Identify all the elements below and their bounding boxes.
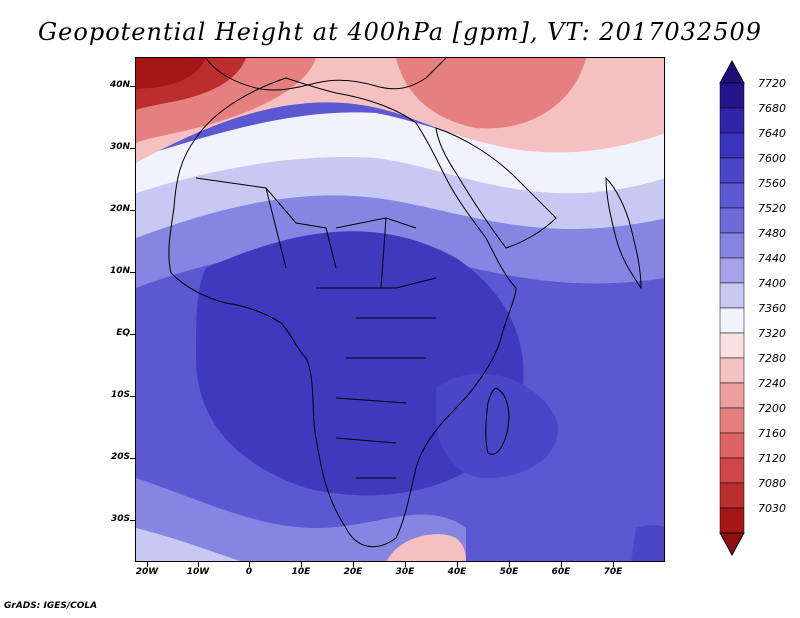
field-band-red-east [396, 58, 586, 129]
lat-tick [130, 334, 135, 335]
lat-tick [130, 210, 135, 211]
colorbar-label: 7440 [758, 251, 786, 265]
country-borders [195, 177, 437, 479]
colorbar-svg [719, 59, 745, 557]
colorbar-swatch [719, 182, 745, 209]
madagascar-coastline [485, 387, 510, 455]
lon-tick [353, 562, 354, 567]
lat-label: 40N [109, 80, 130, 90]
chart-title: Geopotential Height at 400hPa [gpm], VT:… [38, 18, 762, 46]
colorbar-bottom-triangle [719, 532, 745, 557]
lon-tick [509, 562, 510, 567]
lon-tick [561, 562, 562, 567]
lon-tick [147, 562, 148, 567]
colorbar-label: 7200 [758, 401, 786, 415]
colorbar-label: 7720 [758, 76, 786, 90]
colorbar-label: 7120 [758, 451, 786, 465]
lat-tick [130, 396, 135, 397]
colorbar-label: 7640 [758, 126, 786, 140]
lat-label: 10N [109, 266, 130, 276]
lon-label: 70E [603, 567, 623, 577]
colorbar-label: 7030 [758, 501, 786, 515]
colorbar-swatch [719, 82, 745, 109]
lon-tick [457, 562, 458, 567]
lon-tick [613, 562, 614, 567]
lat-label: 30S [110, 514, 130, 524]
lat-label: 20N [109, 204, 130, 214]
lon-label: 10E [291, 567, 311, 577]
arabia-coastline [435, 127, 557, 249]
colorbar-label: 7240 [758, 376, 786, 390]
colorbar-label: 7600 [758, 151, 786, 165]
lat-label: 20S [110, 452, 130, 462]
credit-text: GrADS: IGES/COLA [4, 601, 98, 611]
colorbar-swatch [719, 382, 745, 409]
colorbar-swatch [719, 282, 745, 309]
colorbar-swatch [719, 207, 745, 234]
colorbar-swatch [719, 157, 745, 184]
colorbar-label: 7360 [758, 301, 786, 315]
colorbar-label: 7520 [758, 201, 786, 215]
colorbar-label: 7400 [758, 276, 786, 290]
lon-label: 40E [447, 567, 467, 577]
colorbar-label: 7160 [758, 426, 786, 440]
lat-tick [130, 86, 135, 87]
colorbar-swatch [719, 407, 745, 434]
colorbar-swatch [719, 357, 745, 384]
map-panel [135, 57, 665, 562]
lat-label: 30N [109, 142, 130, 152]
africa-coastline [168, 77, 517, 548]
field-core-ocean [436, 373, 558, 478]
lon-tick [405, 562, 406, 567]
lon-label: 50E [499, 567, 519, 577]
lat-tick [130, 148, 135, 149]
colorbar-swatch [719, 257, 745, 284]
map-field [136, 58, 664, 561]
colorbar-label: 7480 [758, 226, 786, 240]
lat-tick [130, 272, 135, 273]
colorbar-top-triangle [719, 59, 745, 84]
lat-tick [130, 458, 135, 459]
colorbar [712, 55, 752, 560]
india-coastline [605, 176, 642, 290]
coastlines [168, 58, 642, 548]
lat-label: EQ [116, 328, 130, 338]
lon-label: 0 [245, 567, 253, 577]
lat-tick [130, 520, 135, 521]
lon-label: 20W [135, 567, 159, 577]
colorbar-swatch [719, 307, 745, 334]
colorbar-swatch [719, 482, 745, 509]
field-south-pink [387, 534, 466, 561]
colorbar-swatch [719, 332, 745, 359]
colorbar-label: 7560 [758, 176, 786, 190]
colorbar-swatch [719, 507, 745, 534]
colorbar-swatch [719, 107, 745, 134]
colorbar-swatch [719, 432, 745, 459]
colorbar-swatch [719, 132, 745, 159]
field-south-east-deep [631, 525, 664, 561]
lon-label: 30E [395, 567, 415, 577]
field-south-light [136, 478, 466, 561]
europe-coastline [205, 58, 447, 91]
field-band-pale [136, 147, 664, 238]
field-band-white [136, 112, 664, 194]
lon-label: 20E [343, 567, 363, 577]
lon-label: 60E [551, 567, 571, 577]
lon-tick [249, 562, 250, 567]
field-south-pale [136, 528, 241, 561]
lat-label: 10S [110, 390, 130, 400]
colorbar-swatch [719, 457, 745, 484]
lon-tick [301, 562, 302, 567]
field-band-darkest [136, 58, 206, 90]
lon-label: 10W [186, 567, 210, 577]
colorbar-label: 7280 [758, 351, 786, 365]
colorbar-label: 7080 [758, 476, 786, 490]
lon-tick [198, 562, 199, 567]
colorbar-label: 7320 [758, 326, 786, 340]
colorbar-label: 7680 [758, 101, 786, 115]
colorbar-swatch [719, 232, 745, 259]
